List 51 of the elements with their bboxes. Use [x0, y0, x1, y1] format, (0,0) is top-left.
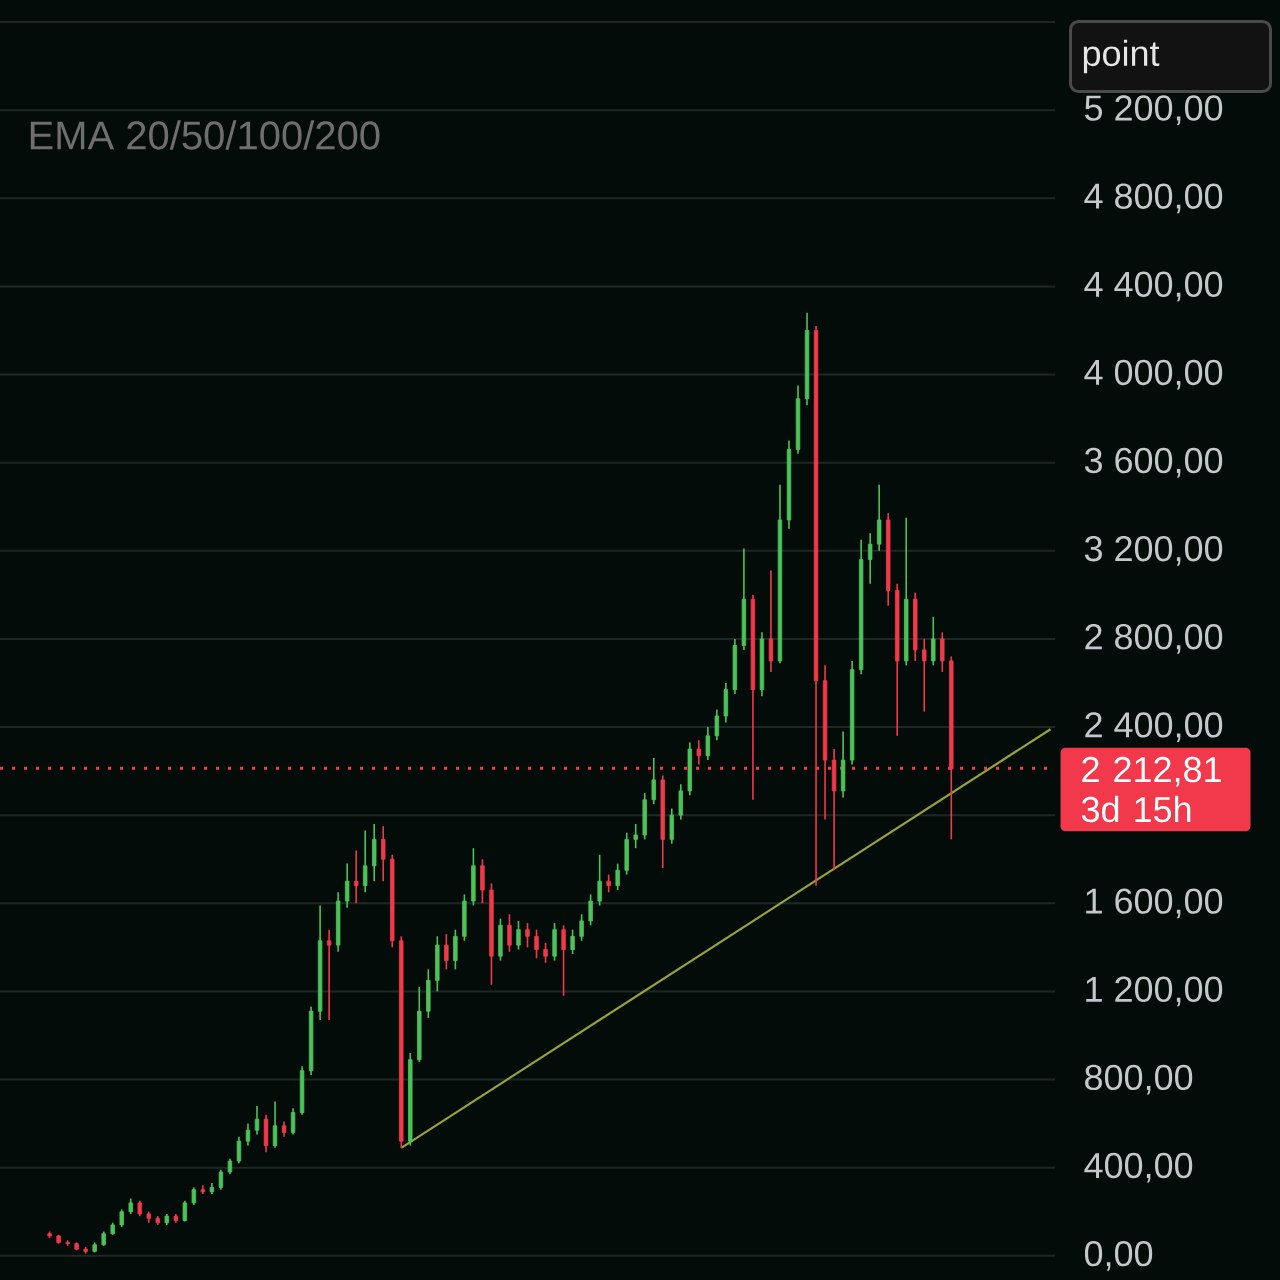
candlestick: [534, 928, 539, 960]
candlestick: [516, 920, 521, 951]
candlestick: [570, 928, 575, 955]
candlestick: [507, 913, 512, 953]
candlestick: [705, 726, 711, 761]
candlestick: [344, 862, 350, 909]
y-tick-label: 1 600,00: [1086, 888, 1223, 919]
y-tick-label: 4 400,00: [1084, 271, 1223, 302]
y-tick-label: 1 200,00: [1086, 976, 1223, 1007]
y-tick-label: 4 800,00: [1084, 183, 1223, 214]
candlestick: [381, 825, 386, 883]
candlestick: [615, 862, 620, 891]
y-tick-label: 400,00: [1084, 1152, 1193, 1183]
candlestick: [236, 1136, 242, 1165]
candlestick: [525, 922, 530, 949]
candlestick: [362, 829, 368, 894]
candlestick: [290, 1107, 296, 1136]
candlestick: [588, 893, 593, 927]
y-tick-label: 2 400,00: [1085, 712, 1223, 742]
candlestick: [633, 823, 638, 849]
candlestick: [218, 1169, 224, 1191]
y-tick-label: 3 600,00: [1084, 447, 1223, 478]
candlestick: [597, 854, 602, 907]
candlestick: [940, 631, 945, 673]
y-tick-label: 2 800,00: [1085, 624, 1223, 654]
candlestick: [182, 1199, 188, 1223]
y-tick-label: 0,00: [1084, 1240, 1153, 1271]
y-tick-label: 800,00: [1085, 1064, 1193, 1095]
candlestick: [254, 1105, 260, 1136]
candlestick: [579, 913, 584, 942]
text: point: [1083, 39, 1160, 74]
candlestick: [245, 1122, 251, 1147]
annotation: EMA 20/50/100/200: [30, 120, 380, 150]
candlestick: [444, 933, 449, 971]
candlestick: [651, 757, 656, 805]
y-tick-label: 4 000,00: [1084, 359, 1223, 390]
candlestick: [867, 532, 873, 585]
y-tick-label: 3 200,00: [1084, 535, 1223, 566]
ref-line-label: 2 212,81: [1082, 756, 1221, 787]
candlestick: [922, 638, 927, 713]
candlestick: [353, 849, 359, 905]
y-tick-label: 5 200,00: [1084, 95, 1223, 126]
candlestick: [272, 1100, 278, 1149]
candlestick: [931, 616, 936, 667]
candlestick: [768, 569, 774, 673]
candlestick: [326, 928, 332, 1021]
candlestick: [561, 924, 566, 997]
candlestick: [714, 708, 720, 742]
candlestick: [696, 739, 702, 766]
candlestick: [543, 942, 548, 964]
text: 3d 15h: [1081, 795, 1191, 823]
